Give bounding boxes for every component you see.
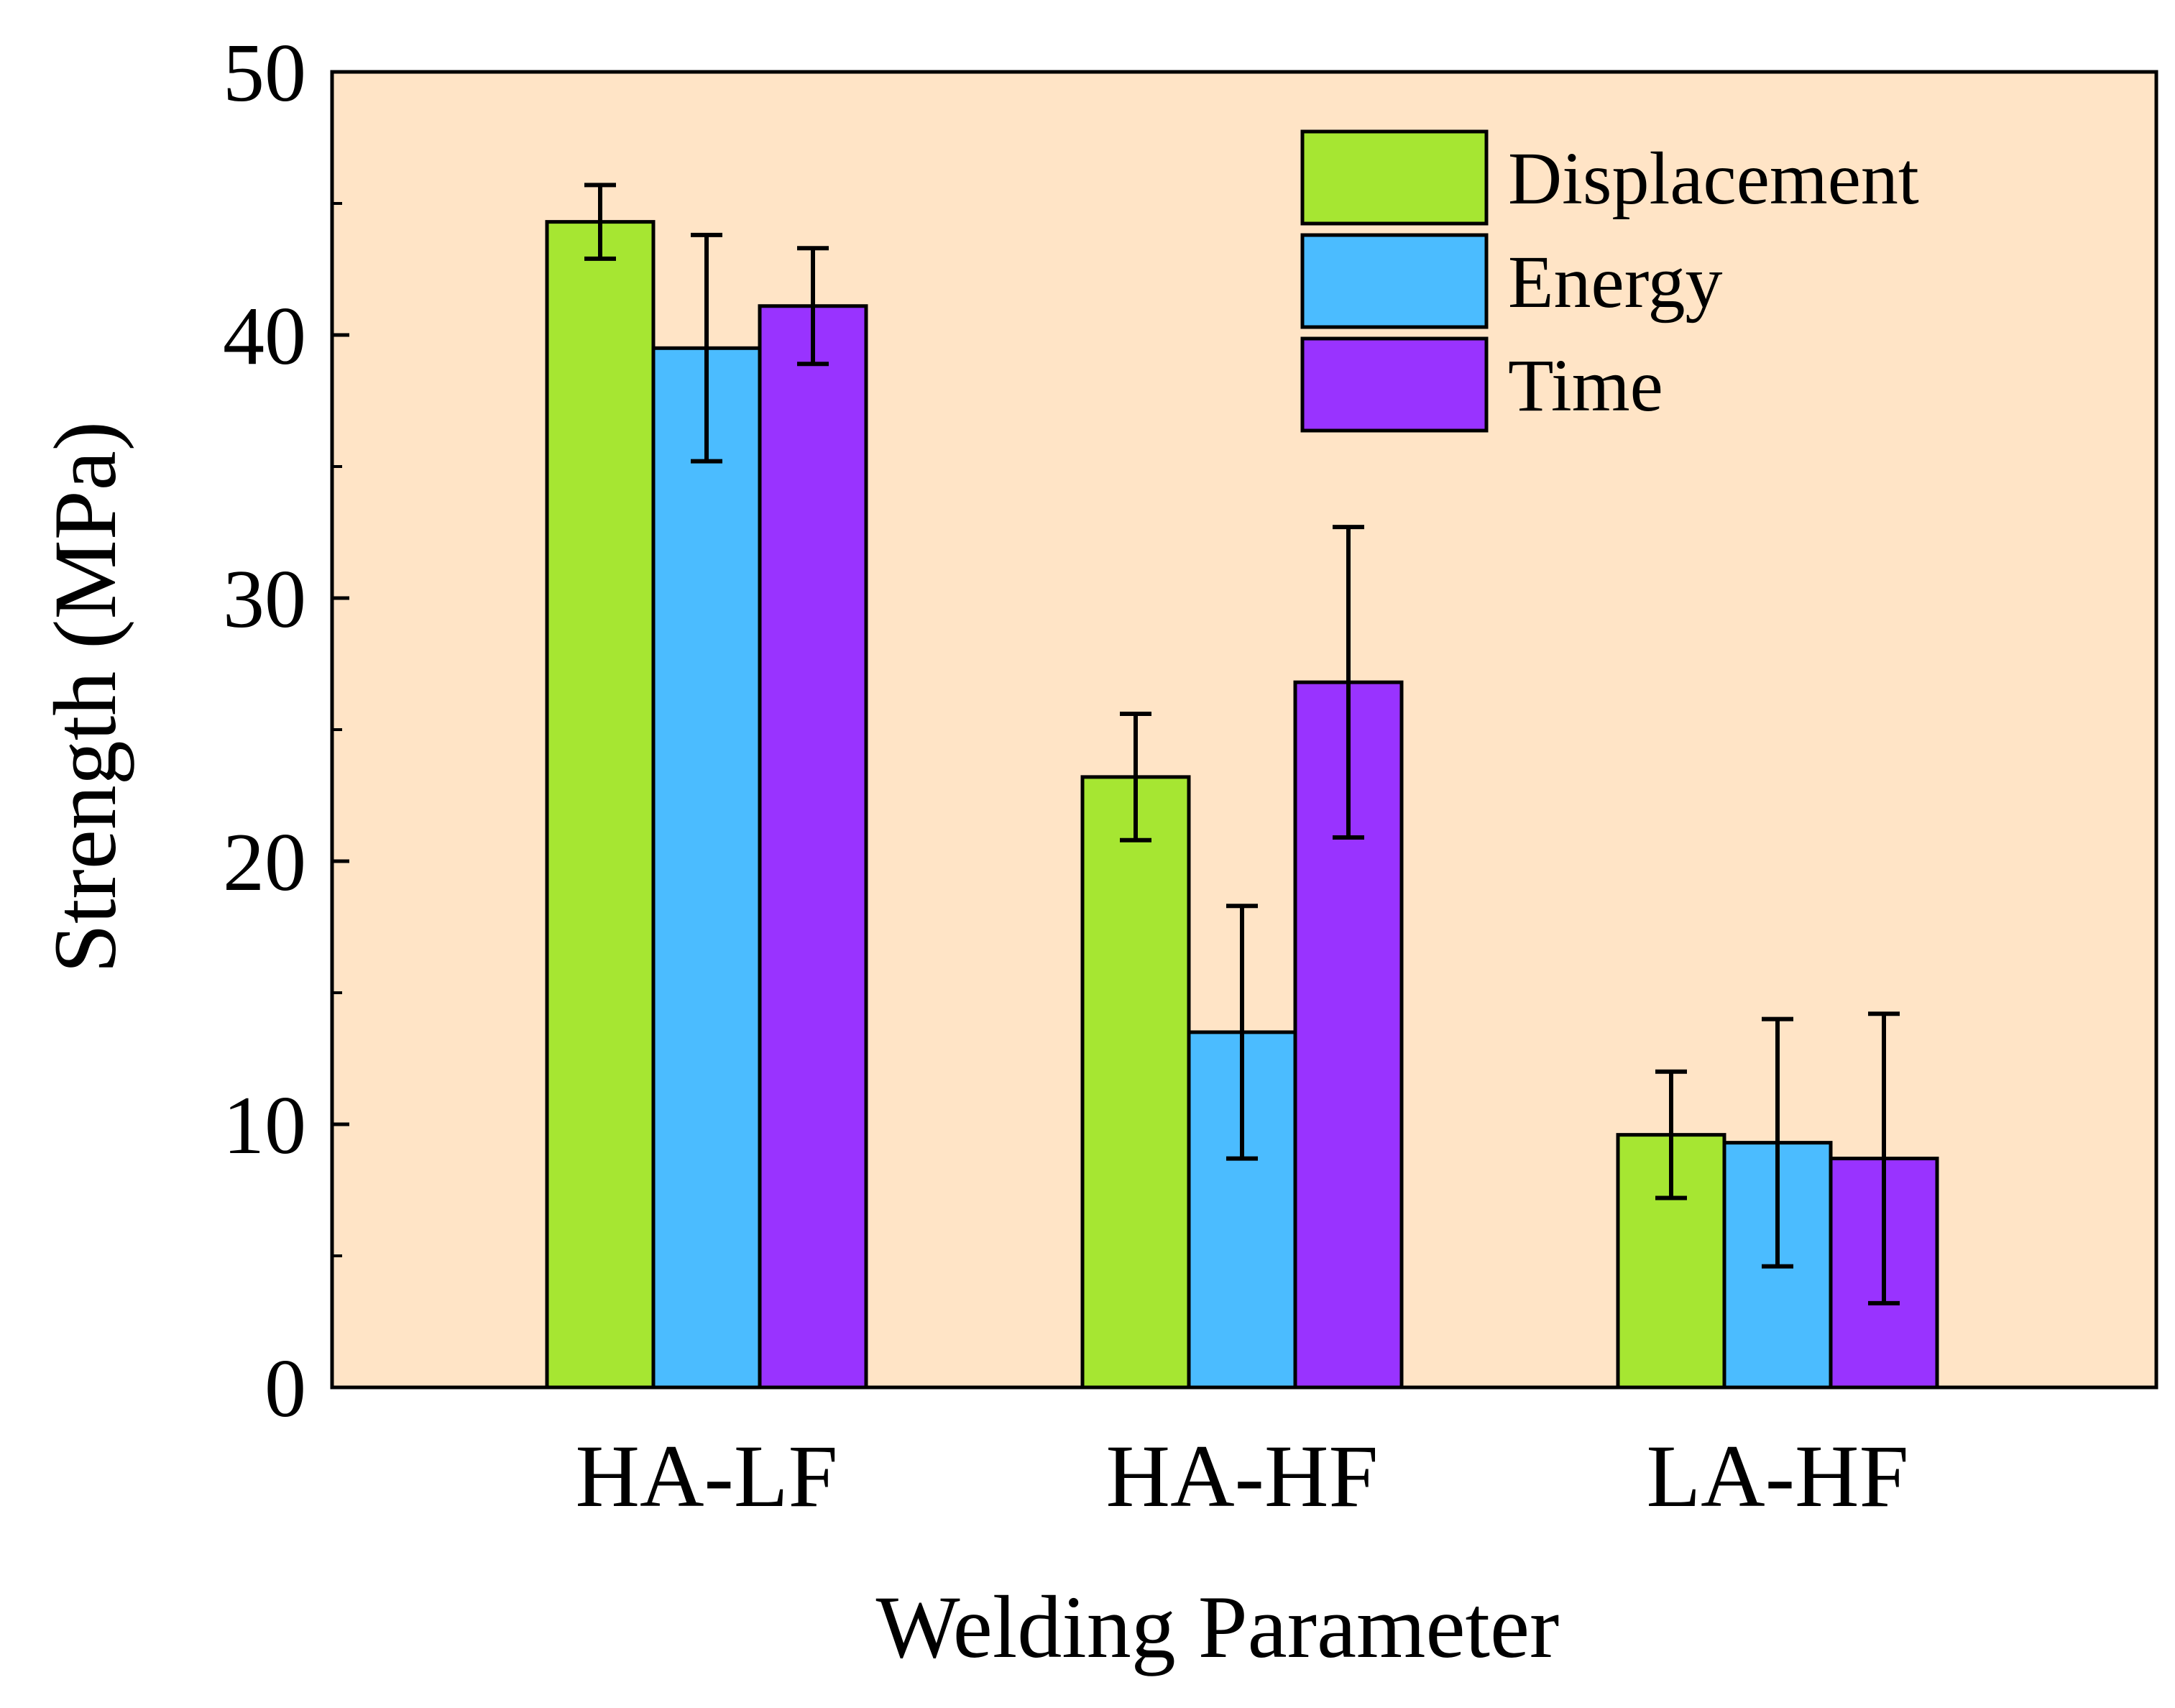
- legend-swatch-time: [1300, 336, 1489, 433]
- error-bar-time-la-hf: [1868, 1011, 1900, 1305]
- error-bar-energy-ha-hf: [1226, 904, 1258, 1161]
- legend-swatch-energy: [1300, 233, 1489, 329]
- y-tick-label-40: 40: [223, 290, 306, 382]
- legend-label-time: Time: [1508, 344, 1663, 427]
- y-axis-title: Strength (MPa): [36, 421, 134, 973]
- legend-item-displacement: Displacement: [1300, 129, 1919, 226]
- legend-item-energy: Energy: [1300, 233, 1722, 329]
- x-tick-label-la-hf: LA-HF: [1646, 1427, 1908, 1525]
- legend-item-time: Time: [1300, 336, 1663, 433]
- y-tick-label-20: 20: [223, 817, 306, 909]
- bar-time-ha-lf: [758, 304, 868, 1390]
- x-tick-label-ha-hf: HA-HF: [1106, 1427, 1379, 1525]
- legend: Displacement Energy Time: [1300, 129, 1919, 433]
- error-bar-energy-ha-lf: [691, 232, 722, 464]
- legend-label-displacement: Displacement: [1508, 137, 1919, 220]
- y-tick-label-10: 10: [223, 1080, 306, 1172]
- error-bars-layer: [584, 183, 1900, 1305]
- x-axis-title: Welding Parameter: [876, 1578, 1560, 1676]
- error-bar-time-ha-lf: [797, 246, 829, 367]
- y-tick-label-30: 30: [223, 554, 306, 646]
- error-bar-energy-la-hf: [1762, 1016, 1793, 1269]
- y-tick-label-50: 50: [223, 27, 306, 119]
- legend-swatch-displacement: [1300, 129, 1489, 226]
- x-tick-label-ha-lf: HA-LF: [575, 1427, 837, 1525]
- legend-label-energy: Energy: [1508, 241, 1722, 323]
- x-axis: HA-LF HA-HF LA-HF: [575, 1427, 1908, 1525]
- y-axis: 0 10 20 30 40 50: [223, 27, 349, 1435]
- error-bar-displacement-la-hf: [1655, 1069, 1687, 1200]
- y-tick-label-0: 0: [265, 1343, 306, 1435]
- error-bar-displacement-ha-lf: [584, 183, 616, 261]
- error-bar-displacement-ha-hf: [1120, 712, 1151, 842]
- bar-displacement-ha-hf: [1080, 775, 1191, 1390]
- bar-energy-ha-lf: [651, 346, 762, 1390]
- error-bar-time-ha-hf: [1333, 525, 1364, 840]
- bar-displacement-ha-lf: [545, 220, 656, 1390]
